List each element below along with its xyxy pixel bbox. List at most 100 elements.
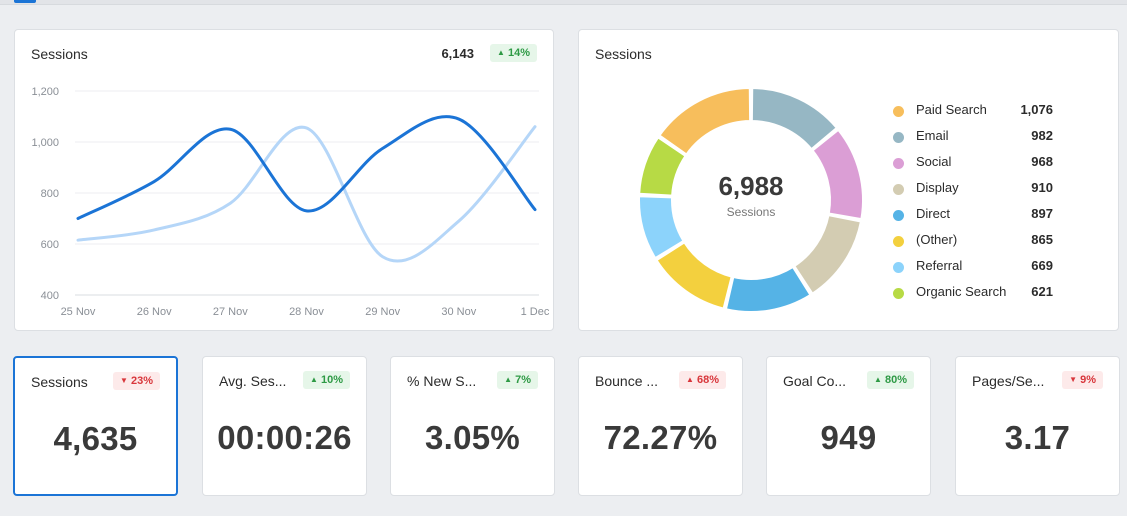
legend-value: 897	[1031, 206, 1053, 221]
legend-dot-icon	[893, 210, 904, 221]
legend-item[interactable]: (Other) 865	[893, 230, 1053, 256]
legend-dot-icon	[893, 106, 904, 117]
donut-slice-display[interactable]	[792, 214, 863, 296]
y-tick-label: 1,200	[31, 86, 59, 98]
change-badge: ▲ 80%	[867, 371, 914, 389]
change-value: 7%	[515, 374, 531, 386]
sessions-line-chart-card: Sessions 6,143 ▲ 14% 400 600 800 1,000 1,200 2…	[14, 29, 554, 331]
kpi-value: 3.05%	[424, 419, 521, 456]
legend-label: Referral	[916, 258, 963, 273]
donut-legend: Paid Search 1,076 Email 982 Social 968 Display…	[893, 100, 1053, 308]
donut-slice-direct[interactable]	[724, 265, 812, 313]
legend-dot-icon	[893, 158, 904, 169]
sessions-line-chart: 400 600 800 1,000 1,200 25 Nov 26 Nov 27 Nov 28 …	[31, 86, 550, 318]
kpi-value: 949	[820, 419, 877, 456]
series-line-current[interactable]	[76, 115, 537, 220]
legend-label: Social	[916, 154, 952, 169]
legend-label: Direct	[916, 206, 950, 221]
legend-item[interactable]: Direct 897	[893, 204, 1053, 230]
kpi-value: 72.27%	[603, 419, 718, 456]
donut-slice-other[interactable]	[655, 241, 733, 310]
y-tick-label: 400	[41, 290, 59, 302]
active-tab-indicator[interactable]	[14, 0, 36, 3]
y-tick-label: 800	[41, 188, 59, 200]
kpi-card-new-sessions[interactable]: % New S... ▲ 7% 3.05%	[390, 356, 555, 496]
arrow-up-icon: ▲	[310, 375, 318, 384]
donut-slice-social[interactable]	[811, 128, 864, 221]
legend-label: Paid Search	[916, 102, 987, 117]
x-tick-label: 26 Nov	[137, 306, 172, 318]
sessions-donut-chart-card: Sessions 6,988 Sessions Paid Search 1,076…	[578, 29, 1119, 331]
series-line-previous[interactable]	[76, 125, 537, 263]
legend-dot-icon	[893, 262, 904, 273]
change-badge: ▼ 23%	[113, 372, 160, 390]
sessions-donut-chart	[638, 86, 864, 313]
legend-label: (Other)	[916, 232, 958, 247]
legend-item[interactable]: Social 968	[893, 152, 1053, 178]
change-value: 23%	[130, 375, 153, 387]
kpi-card-goal-completions[interactable]: Goal Co... ▲ 80% 949	[766, 356, 931, 496]
kpi-title: Sessions	[31, 374, 88, 390]
change-badge: ▲ 68%	[679, 371, 726, 389]
change-badge: ▼ 9%	[1062, 371, 1103, 389]
change-badge: ▲ 10%	[303, 371, 350, 389]
kpi-card-avg-session-duration[interactable]: Avg. Ses... ▲ 10% 00:00:26	[202, 356, 367, 496]
y-tick-label: 600	[41, 239, 59, 251]
change-value: 80%	[884, 374, 907, 386]
arrow-up-icon: ▲	[504, 375, 513, 384]
kpi-value: 4,635	[53, 420, 138, 457]
legend-item[interactable]: Referral 669	[893, 256, 1053, 282]
legend-dot-icon	[893, 288, 904, 299]
arrow-up-icon: ▲	[497, 48, 505, 57]
legend-value: 621	[1031, 284, 1053, 299]
donut-slice-referral[interactable]	[638, 195, 685, 260]
legend-value: 1,076	[1020, 102, 1053, 117]
arrow-up-icon: ▲	[686, 375, 694, 384]
kpi-title: Bounce ...	[595, 373, 659, 389]
change-value: 10%	[320, 374, 343, 386]
legend-item[interactable]: Email 982	[893, 126, 1053, 152]
legend-value: 968	[1031, 154, 1053, 169]
kpi-card-pages-per-session[interactable]: Pages/Se... ▼ 9% 3.17	[955, 356, 1120, 496]
change-badge: ▲ 14%	[490, 44, 537, 62]
top-nav-strip	[0, 0, 1127, 5]
kpi-value: 3.17	[1004, 419, 1071, 456]
legend-value: 865	[1031, 232, 1053, 247]
donut-slice-organic-search[interactable]	[638, 136, 687, 197]
x-tick-label: 28 Nov	[289, 306, 324, 318]
x-tick-label: 27 Nov	[213, 306, 248, 318]
arrow-up-icon: ▲	[874, 375, 882, 384]
card-title: Sessions	[31, 46, 88, 62]
kpi-title: Pages/Se...	[972, 373, 1045, 389]
kpi-card-sessions[interactable]: Sessions ▼ 23% 4,635	[13, 356, 178, 496]
donut-total-label: Sessions	[726, 205, 776, 219]
legend-label: Email	[916, 128, 949, 143]
kpi-title: Goal Co...	[783, 373, 847, 389]
arrow-down-icon: ▼	[1069, 375, 1078, 384]
legend-label: Display	[916, 180, 959, 195]
legend-value: 982	[1031, 128, 1053, 143]
x-tick-label: 1 Dec	[521, 306, 550, 318]
donut-slice-email[interactable]	[750, 86, 839, 151]
change-badge: ▲ 7%	[497, 371, 538, 389]
y-tick-label: 1,000	[31, 137, 59, 149]
kpi-card-bounce-rate[interactable]: Bounce ... ▲ 68% 72.27%	[578, 356, 743, 496]
x-tick-label: 25 Nov	[61, 306, 96, 318]
legend-value: 910	[1031, 180, 1053, 195]
donut-total: 6,988	[718, 171, 784, 201]
legend-label: Organic Search	[916, 284, 1007, 299]
legend-item[interactable]: Display 910	[893, 178, 1053, 204]
kpi-value: 00:00:26	[217, 419, 352, 456]
legend-item[interactable]: Organic Search 621	[893, 282, 1053, 308]
legend-dot-icon	[893, 184, 904, 195]
legend-dot-icon	[893, 236, 904, 247]
card-title: Sessions	[595, 46, 652, 62]
kpi-title: % New S...	[407, 373, 477, 389]
kpi-title: Avg. Ses...	[219, 373, 287, 389]
donut-slice-paid-search[interactable]	[658, 86, 752, 156]
change-value: 9%	[1080, 374, 1096, 386]
change-value: 14%	[507, 47, 530, 59]
sessions-total: 6,143	[441, 46, 474, 61]
legend-value: 669	[1031, 258, 1053, 273]
legend-item[interactable]: Paid Search 1,076	[893, 100, 1053, 126]
